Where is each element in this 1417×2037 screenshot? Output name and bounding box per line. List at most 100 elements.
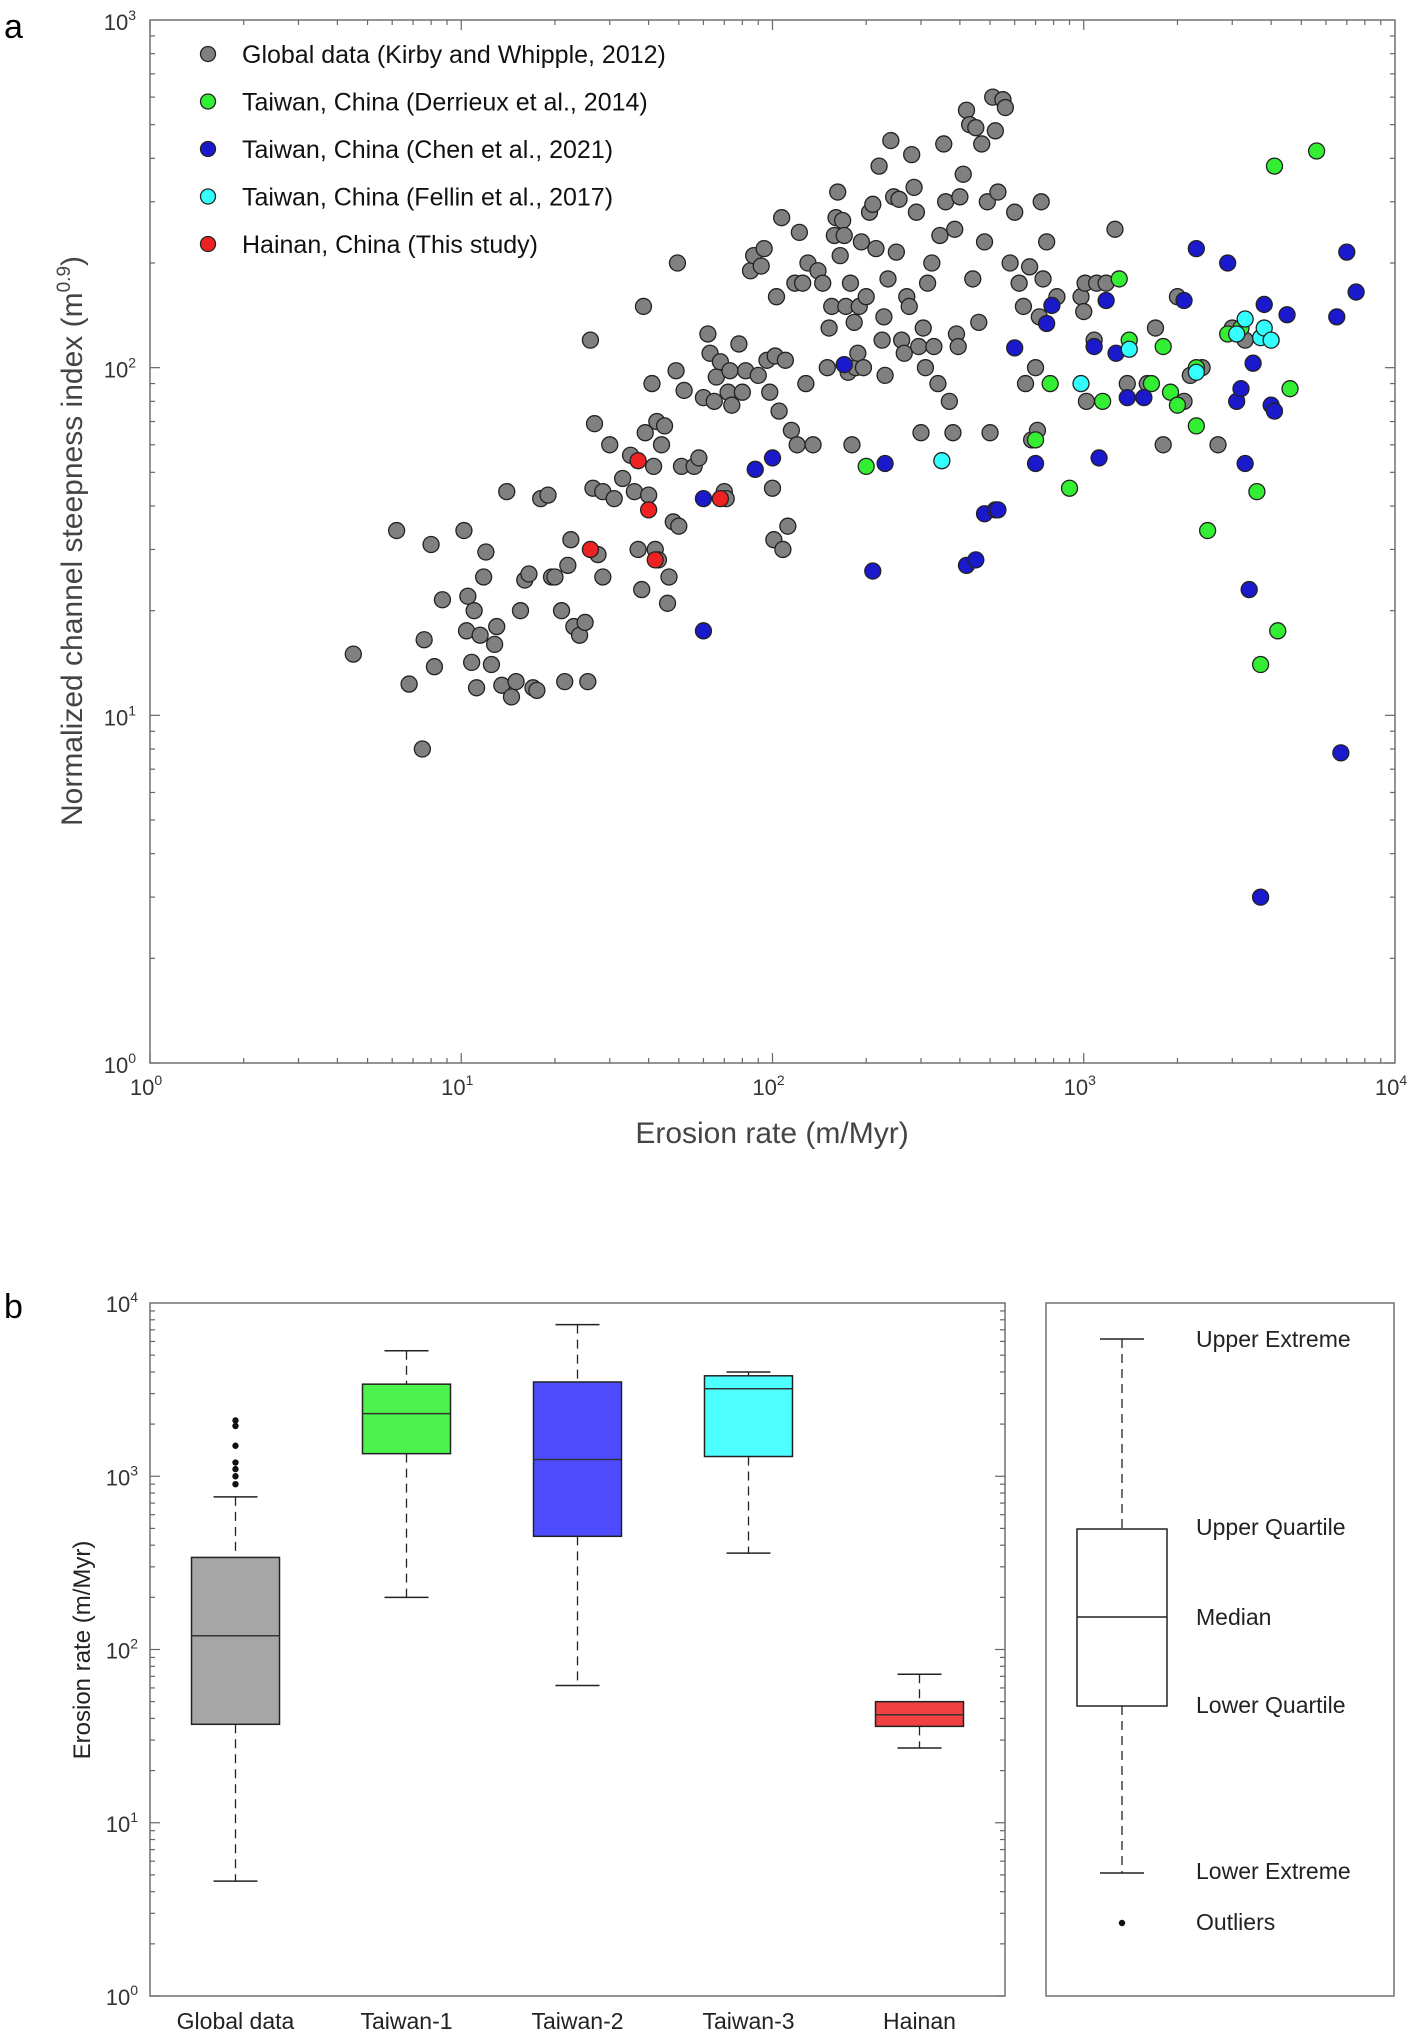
data-point — [989, 501, 1007, 519]
data-point — [639, 501, 658, 519]
box-3 — [703, 1371, 794, 1554]
y-tick-label-a-exponent: 0 — [128, 1050, 136, 1066]
data-point — [594, 568, 612, 586]
data-point — [876, 454, 894, 473]
data-point — [1038, 233, 1056, 251]
y-tick-label-b-base: 10 — [106, 1292, 130, 1317]
data-point — [879, 270, 897, 288]
key-lower-quartile: Lower Quartile — [1196, 1692, 1346, 1718]
data-point — [675, 381, 693, 400]
data-point — [562, 531, 580, 549]
data-point — [986, 122, 1005, 140]
outlier-point — [232, 1459, 239, 1466]
y-axis-label-a-close: ) — [56, 256, 89, 266]
data-point — [556, 672, 574, 691]
data-point — [502, 688, 521, 706]
data-point — [882, 131, 900, 150]
legend-label: Global data (Kirby and Whipple, 2012) — [242, 41, 666, 69]
data-point — [528, 681, 546, 699]
data-point — [973, 135, 991, 153]
y-tick-label-a-exponent: 3 — [128, 7, 136, 23]
data-point — [903, 145, 921, 164]
category-label: Hainan — [883, 2008, 956, 2034]
data-point — [914, 319, 932, 337]
data-point — [1236, 454, 1254, 473]
data-point — [670, 517, 688, 535]
data-point — [507, 672, 525, 691]
data-point — [613, 469, 632, 488]
data-point — [820, 319, 838, 337]
data-point — [1010, 274, 1028, 292]
data-point — [779, 517, 797, 535]
data-point — [733, 383, 751, 401]
data-point — [1026, 359, 1045, 377]
data-point — [864, 562, 882, 580]
y-tick-label-a-base: 10 — [104, 705, 128, 730]
data-point — [636, 424, 654, 442]
data-point — [912, 424, 930, 442]
legend-label: Taiwan, China (Chen et al., 2021) — [242, 136, 613, 164]
interquartile-box — [703, 1375, 794, 1458]
data-point — [1332, 744, 1350, 762]
data-point — [1168, 396, 1187, 414]
key-outlier-dot — [1118, 1919, 1126, 1927]
data-point — [730, 335, 748, 353]
data-point — [996, 98, 1015, 117]
x-tick-label-a: 102 — [752, 1072, 784, 1100]
data-point — [1118, 388, 1136, 407]
data-point — [477, 543, 495, 561]
data-point — [467, 679, 486, 697]
y-tick-label-a: 100 — [104, 1050, 136, 1078]
legend-label: Hainan, China (This study) — [242, 231, 538, 259]
data-point — [629, 540, 647, 559]
data-point — [1043, 296, 1061, 315]
data-point — [910, 337, 928, 356]
y-tick-label-a-exponent: 2 — [128, 355, 136, 371]
data-point — [763, 479, 782, 497]
data-point — [1265, 402, 1284, 420]
data-point — [634, 297, 653, 316]
category-label: Taiwan-2 — [531, 2008, 623, 2034]
data-point — [644, 457, 663, 476]
data-point — [776, 351, 795, 369]
y-tick-label-a-base: 10 — [104, 10, 128, 35]
data-point — [1255, 295, 1273, 314]
x-tick-label-a-exponent: 0 — [154, 1072, 162, 1088]
y-tick-label-a-base: 10 — [104, 1053, 128, 1078]
y-tick-label-b-exponent: 3 — [130, 1462, 138, 1478]
data-point — [1251, 888, 1270, 906]
data-point — [1034, 270, 1052, 288]
y-axis-label-b: Erosion rate (m/Myr) — [69, 1541, 96, 1760]
data-point — [970, 313, 988, 332]
data-point — [546, 568, 564, 586]
data-point — [835, 356, 853, 374]
data-point — [814, 274, 832, 292]
box-plots — [190, 1323, 965, 1882]
data-point — [415, 631, 433, 649]
data-point — [455, 521, 473, 540]
data-point — [400, 675, 418, 693]
key-upper-quartile: Upper Quartile — [1196, 1514, 1346, 1540]
data-point — [1041, 374, 1059, 393]
data-point — [1006, 339, 1024, 357]
data-point — [951, 188, 969, 206]
data-point — [835, 226, 853, 245]
y-tick-label-b-exponent: 2 — [130, 1636, 138, 1652]
data-point — [1187, 239, 1205, 258]
data-point — [1072, 374, 1090, 393]
data-point — [1307, 142, 1326, 160]
interquartile-box — [190, 1556, 281, 1726]
data-point — [459, 587, 477, 605]
data-point — [482, 655, 501, 674]
y-axis-label-a-text: Normalized channel steepness index (m — [56, 292, 89, 826]
data-point — [964, 270, 982, 288]
key-upper-extreme: Upper Extreme — [1196, 1326, 1351, 1352]
category-label: Taiwan-3 — [702, 2008, 794, 2034]
key-median: Median — [1196, 1604, 1271, 1630]
data-point — [843, 436, 861, 454]
data-point — [433, 591, 452, 609]
data-point — [746, 460, 764, 478]
data-point — [918, 274, 937, 292]
box-0 — [190, 1417, 281, 1882]
